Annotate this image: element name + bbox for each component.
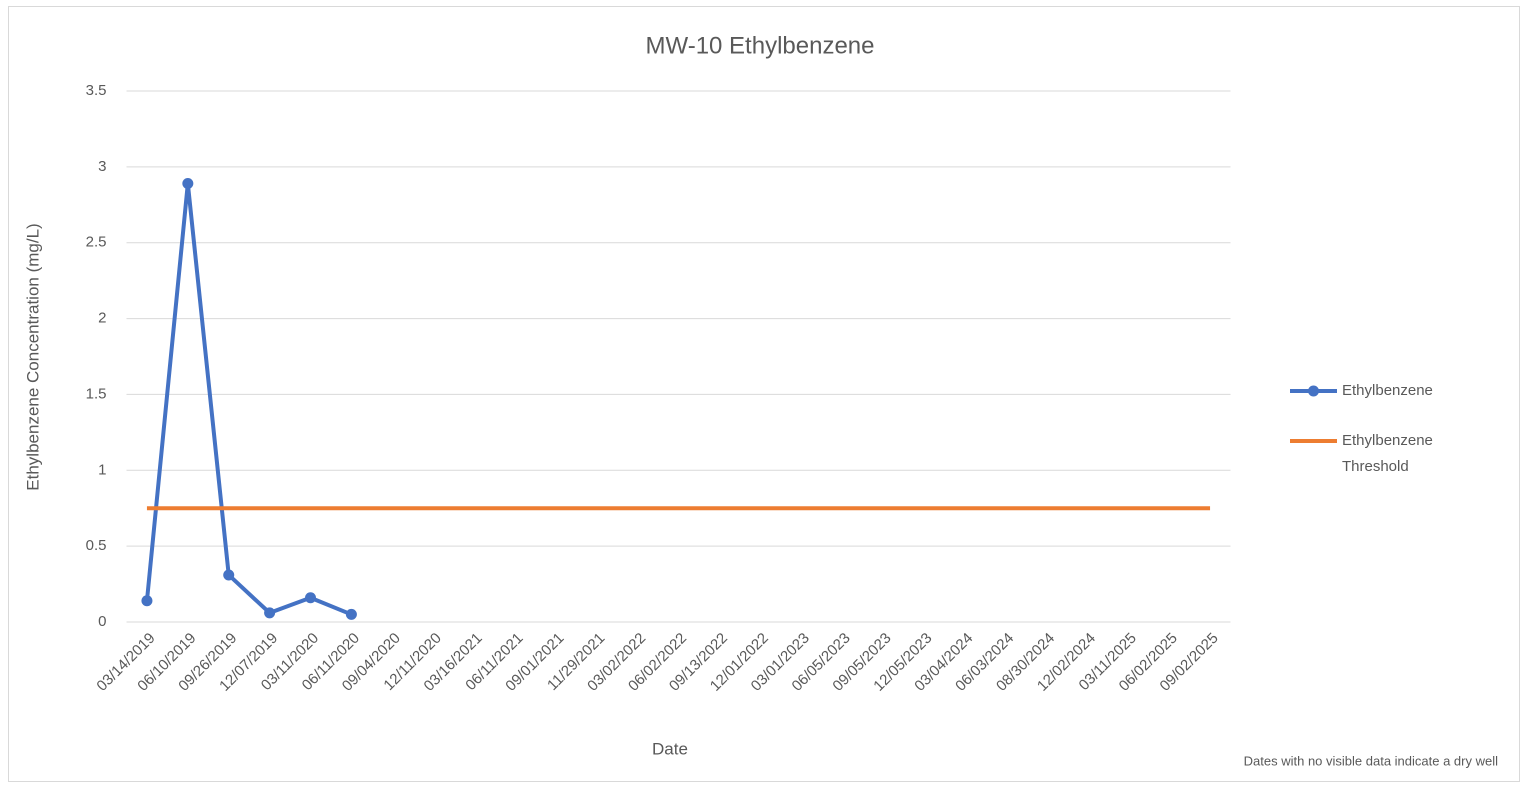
legend-label: Ethylbenzene Threshold [1342,432,1433,475]
annotation: Dates with no visible data indicate a dr… [1244,753,1498,768]
y-tick-label: 2.5 [86,234,107,251]
chart-title: MW-10 Ethylbenzene [645,32,874,59]
data-point [182,178,194,190]
legend-label: Ethylbenzene [1342,382,1433,399]
series-line [144,181,353,617]
y-axis-label: Ethylbenzene Concentration (mg/L) [23,223,42,490]
data-point [223,569,235,581]
legend-item: Ethylbenzene Threshold [1342,432,1433,475]
legend-marker [1308,385,1319,397]
y-tick-label: 1 [98,461,106,478]
y-tick-label: 1.5 [86,385,107,402]
y-tick-label: 3 [98,158,106,175]
data-point [345,608,357,620]
data-point [141,595,153,607]
y-tick-label: 2 [98,310,106,327]
legend-item: Ethylbenzene [1342,382,1433,399]
y-tick-label: 0 [98,613,106,630]
y-tick-label: 0.5 [86,537,107,554]
x-axis-label: Date [652,739,688,758]
data-point [264,607,276,619]
y-tick-label: 3.5 [86,82,107,99]
data-point [305,592,316,604]
